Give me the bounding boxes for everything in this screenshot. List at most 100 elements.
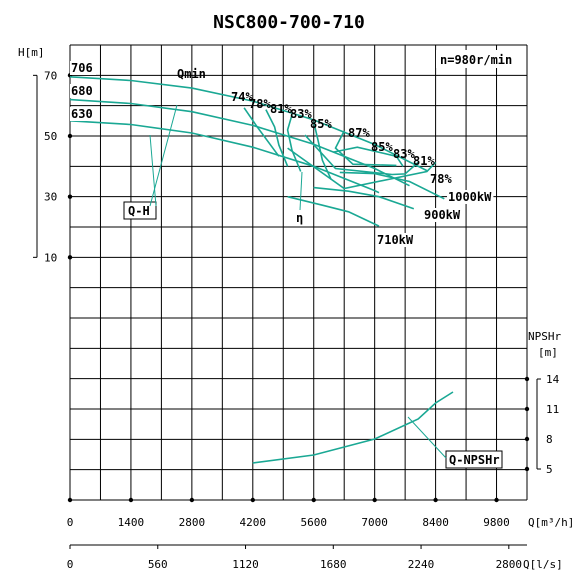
power-curve: [313, 186, 415, 210]
efficiency-contour: [286, 114, 302, 172]
flow-ls-tick-label: 1120: [232, 558, 259, 571]
speed-label-bg: [436, 50, 520, 68]
efficiency-label: 81%: [270, 102, 292, 116]
head-tick-label: 30: [44, 191, 57, 204]
flow-tick-label: 5600: [300, 516, 327, 529]
head-axis-label: H[m]: [18, 46, 45, 59]
flow-tick-dot: [189, 497, 195, 503]
flow-tick-label: 4200: [240, 516, 267, 529]
flow-tick-label: 2800: [179, 516, 206, 529]
q-npshr-leader: [407, 416, 447, 459]
power-label: 900kW: [424, 208, 461, 222]
diameter-label: 630: [71, 107, 93, 121]
diameter-label: 706: [71, 61, 93, 75]
head-axis: H[m] 70 50 30 10: [18, 46, 73, 264]
efficiency-contour: [243, 107, 280, 157]
q-h-label: Q-H: [128, 204, 150, 218]
npshr-tick-label: 11: [546, 403, 559, 416]
efficiency-contour: [304, 134, 419, 176]
flow-tick-dot: [433, 497, 438, 503]
flow-tick-dot: [128, 497, 134, 503]
efficiency-label: 85%: [371, 140, 393, 154]
head-tick-dot: [67, 133, 73, 139]
power-label: 1000kW: [448, 190, 492, 204]
power-label-bg: [447, 190, 494, 204]
efficiency-label: 83%: [290, 107, 312, 121]
flow-tick-label: 7000: [361, 516, 388, 529]
flow-ls-tick-label: 1680: [320, 558, 347, 571]
eta-leader: [299, 171, 303, 211]
q-h-leader: [149, 104, 178, 207]
efficiency-label: 81%: [413, 154, 435, 168]
head-curve: [69, 98, 410, 187]
npshr-axis-unit: [m]: [538, 346, 558, 359]
npshr-axis: NPSHr [m] 14 11 8 5: [524, 330, 561, 476]
efficiency-contour: [287, 147, 437, 190]
grid: [69, 44, 528, 501]
flow-tick-dot: [372, 497, 377, 503]
flow-tick-dot: [494, 497, 499, 503]
efficiency-label: 87%: [348, 126, 370, 140]
head-tick-label: 70: [44, 69, 57, 82]
q-h-label-box: [123, 201, 157, 220]
diameter-label: 680: [71, 84, 93, 98]
chart-title: NSC800-700-710: [213, 12, 365, 33]
efficiency-contour: [333, 146, 404, 167]
flow-axis-m3h: Q[m³/h] 0 1400 2800 4200 5600 7000 8400 9800: [67, 497, 574, 529]
q-npshr-label-box: [445, 450, 503, 469]
efficiency-label: 74%: [231, 90, 253, 104]
flow-axis-label: Q[m³/h]: [528, 516, 574, 529]
flow-ls-tick-label: 560: [148, 558, 168, 571]
power-label-bg: [423, 208, 462, 222]
power-curve: [287, 195, 380, 227]
flow-tick-dot: [311, 497, 316, 503]
head-curve: [69, 76, 428, 172]
qmin-label: Qmin: [177, 67, 206, 81]
speed-label: n=980r/min: [440, 53, 512, 67]
npshr-tick-dot: [524, 406, 530, 412]
flow-ls-tick-label: 2800: [496, 558, 523, 571]
efficiency-contour: [334, 130, 397, 167]
flow-ls-tick-label: 2240: [408, 558, 435, 571]
curves: [69, 76, 454, 464]
eta-label: η: [296, 211, 303, 225]
diameter-label-bg: [70, 84, 96, 98]
flow-tick-label: 8400: [422, 516, 449, 529]
efficiency-label: 78%: [430, 172, 452, 186]
flow-tick-label: 0: [67, 516, 74, 529]
diameter-label-bg: [70, 61, 96, 75]
head-tick-dot: [67, 194, 73, 199]
efficiency-label: 85%: [310, 117, 332, 131]
power-label-bg: [376, 233, 415, 247]
head-tick-dot: [67, 255, 73, 260]
flow-axis-ls-label: Q[l/s]: [523, 558, 563, 571]
head-tick-label: 50: [44, 130, 57, 143]
head-tick-label: 10: [44, 251, 57, 264]
head-curve: [69, 120, 380, 194]
flow-tick-dot: [67, 497, 73, 503]
diameter-label-bg: [70, 107, 96, 121]
npshr-tick-dot: [524, 466, 530, 472]
power-curve: [339, 171, 445, 200]
flow-tick-label: 1400: [118, 516, 145, 529]
efficiency-contour: [312, 121, 332, 180]
flow-ls-tick-label: 0: [67, 558, 74, 571]
q-npshr-label: Q-NPSHr: [449, 453, 500, 467]
npshr-curve: [252, 391, 454, 464]
flow-tick-label: 9800: [483, 516, 510, 529]
flow-axis-ls: Q[l/s] 0 560 1120 1680 2240 2800: [67, 544, 563, 571]
power-label: 710kW: [377, 233, 414, 247]
q-h-leader: [149, 134, 157, 207]
npshr-tick-dot: [524, 436, 530, 442]
npshr-tick-label: 14: [546, 373, 560, 386]
npshr-tick-label: 8: [546, 433, 553, 446]
efficiency-label: 78%: [249, 97, 271, 111]
npshr-tick-label: 5: [546, 463, 553, 476]
npshr-tick-dot: [524, 376, 530, 382]
efficiency-label: 83%: [393, 147, 415, 161]
flow-tick-dot: [250, 497, 255, 503]
efficiency-contour: [265, 109, 289, 167]
npshr-axis-label: NPSHr: [528, 330, 561, 343]
